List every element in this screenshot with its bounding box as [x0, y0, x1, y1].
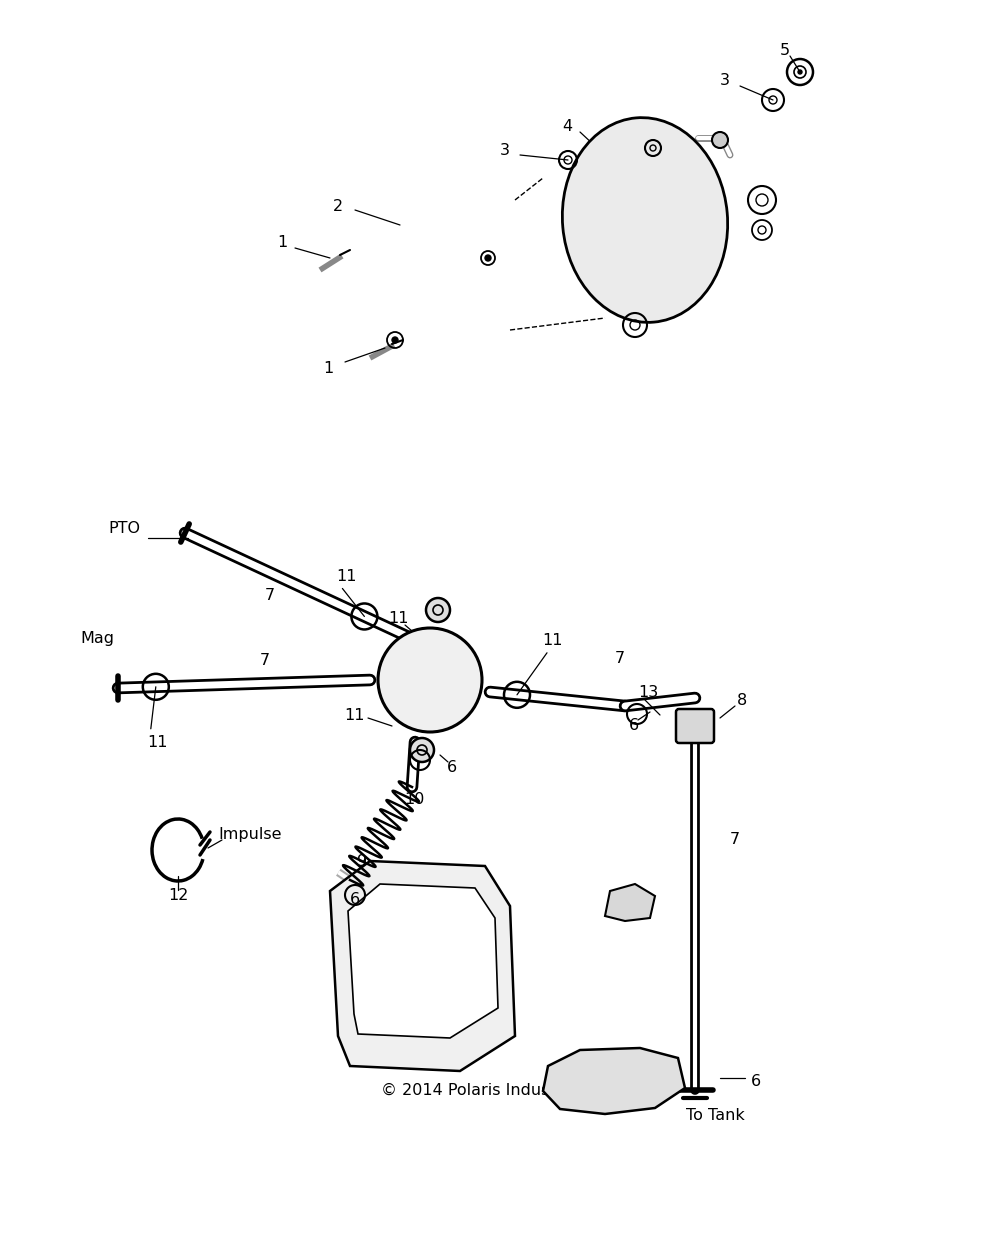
- Polygon shape: [330, 861, 515, 1072]
- Text: To Tank: To Tank: [686, 1107, 744, 1122]
- Text: 4: 4: [562, 119, 572, 133]
- Text: Mag: Mag: [80, 630, 114, 645]
- Text: 1: 1: [277, 235, 287, 250]
- Ellipse shape: [562, 117, 728, 323]
- Text: 6: 6: [751, 1074, 761, 1089]
- Text: 7: 7: [260, 653, 270, 667]
- Text: 6: 6: [350, 892, 360, 907]
- Text: 6: 6: [447, 760, 457, 775]
- Circle shape: [798, 70, 802, 74]
- Text: 8: 8: [737, 692, 747, 707]
- Circle shape: [392, 337, 398, 344]
- Text: 11: 11: [345, 707, 365, 723]
- Text: PTO: PTO: [108, 520, 140, 535]
- Text: 12: 12: [168, 887, 188, 902]
- Text: Impulse: Impulse: [218, 827, 282, 843]
- Text: 7: 7: [730, 833, 740, 848]
- Text: 6: 6: [629, 718, 639, 733]
- Text: 11: 11: [148, 735, 168, 750]
- Circle shape: [410, 738, 434, 763]
- Polygon shape: [543, 1048, 685, 1114]
- Text: 2: 2: [333, 199, 343, 214]
- Text: 9: 9: [357, 854, 367, 869]
- Text: 11: 11: [336, 569, 357, 583]
- Text: 1: 1: [323, 361, 333, 376]
- Text: 3: 3: [500, 142, 510, 157]
- Text: 13: 13: [638, 685, 658, 700]
- Circle shape: [485, 255, 491, 261]
- Text: 10: 10: [404, 792, 424, 807]
- Text: 7: 7: [615, 650, 625, 665]
- Text: 11: 11: [388, 611, 408, 625]
- Text: © 2014 Polaris Industries Inc.: © 2014 Polaris Industries Inc.: [381, 1083, 619, 1098]
- Circle shape: [426, 598, 450, 622]
- Circle shape: [378, 628, 482, 732]
- Polygon shape: [348, 884, 498, 1038]
- Text: 3: 3: [720, 73, 730, 88]
- FancyBboxPatch shape: [676, 709, 714, 743]
- Circle shape: [712, 132, 728, 148]
- Polygon shape: [605, 884, 655, 921]
- Text: 5: 5: [780, 42, 790, 58]
- Text: 7: 7: [265, 587, 275, 602]
- Text: 11: 11: [542, 633, 562, 649]
